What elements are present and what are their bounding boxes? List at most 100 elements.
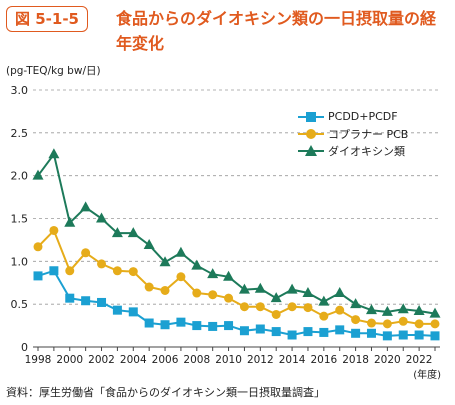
series-pcdd-pcdf (33, 266, 440, 341)
y-tick-label: 1.5 (11, 213, 29, 226)
data-point-triangle (381, 305, 393, 316)
data-point-circle (303, 303, 313, 313)
data-point-square (414, 330, 424, 340)
x-tick-label: 1998 (25, 354, 52, 366)
data-point-square (255, 324, 265, 334)
data-point-triangle (127, 227, 139, 238)
data-point-square (366, 328, 376, 338)
data-point-triangle (207, 268, 219, 279)
data-point-triangle (254, 282, 266, 293)
data-point-circle (319, 311, 329, 321)
data-point-triangle (397, 303, 409, 314)
x-tick-label: 2016 (310, 354, 337, 366)
data-point-square (144, 318, 154, 328)
data-point-circle (351, 315, 361, 325)
x-tick-label: 2022 (406, 354, 433, 366)
data-point-square (224, 321, 234, 331)
data-point-triangle (286, 283, 298, 294)
data-point-circle (224, 293, 234, 303)
data-point-circle (112, 266, 122, 276)
data-point-circle (255, 302, 265, 312)
data-point-circle (81, 248, 91, 258)
data-point-square (303, 327, 313, 337)
data-point-triangle (365, 304, 377, 315)
circle-marker-icon (298, 128, 324, 140)
figure-header: 図 5-1-5 食品からのダイオキシン類の一日摂取量の経年変化 (6, 6, 450, 64)
data-point-square (33, 271, 43, 281)
data-point-triangle (191, 259, 203, 270)
data-point-triangle (96, 212, 108, 223)
legend-label: ダイオキシン類 (328, 144, 405, 158)
data-point-circle (176, 272, 186, 282)
y-tick-label: 2.5 (11, 127, 29, 140)
data-point-circle (65, 266, 75, 276)
data-point-triangle (334, 287, 346, 298)
data-point-square (351, 328, 361, 338)
data-point-circle (192, 288, 202, 298)
data-point-triangle (159, 256, 171, 267)
data-point-square (287, 330, 297, 340)
data-point-circle (97, 259, 107, 269)
x-tick-label: 2008 (183, 354, 210, 366)
data-point-triangle (111, 227, 123, 238)
data-point-square (176, 317, 186, 327)
data-point-triangle (223, 270, 235, 281)
legend-item-dioxins: ダイオキシン類 (298, 142, 408, 159)
series-layer (32, 148, 441, 341)
data-point-circle (144, 282, 154, 292)
x-tick-label: 2020 (374, 354, 401, 366)
data-point-square (192, 321, 202, 331)
x-tick-label: 2006 (152, 354, 179, 366)
data-point-circle (430, 319, 440, 329)
square-marker-icon (298, 111, 324, 123)
data-point-square (97, 297, 107, 307)
y-tick-label: 2.0 (11, 170, 29, 183)
data-point-circle (398, 316, 408, 326)
data-point-square (398, 330, 408, 340)
legend-label: PCDD+PCDF (328, 110, 398, 123)
data-point-triangle (350, 298, 362, 309)
y-tick-label: 0 (21, 341, 28, 354)
x-tick-label: 2010 (215, 354, 242, 366)
data-point-circle (239, 302, 249, 312)
data-point-square (271, 327, 281, 337)
x-axis-unit-label: (年度) (413, 370, 441, 381)
data-point-triangle (143, 239, 155, 250)
data-point-triangle (429, 307, 441, 318)
data-point-circle (287, 302, 297, 312)
data-point-triangle (270, 292, 282, 303)
x-tick-label: 2000 (56, 354, 83, 366)
series-dioxins (32, 148, 441, 318)
data-point-triangle (238, 283, 250, 294)
legend-item-pcdd-pcdf: PCDD+PCDF (298, 108, 408, 125)
axes: 0 0.5 1.0 1.5 2.0 2.5 3.0 1998 2000 2002 2004 2006 2… (11, 84, 440, 366)
data-point-square (65, 293, 75, 303)
data-point-square (49, 266, 59, 276)
x-tick-label: 2004 (120, 354, 147, 366)
data-point-circle (335, 305, 345, 315)
data-point-circle (208, 290, 218, 300)
legend-item-coplanar-pcb: コプラナー PCB (298, 125, 408, 142)
data-point-square (239, 326, 249, 336)
data-point-square (160, 320, 170, 330)
triangle-marker-icon (298, 144, 324, 157)
figure-title: 食品からのダイオキシン類の一日摂取量の経年変化 (116, 9, 437, 53)
data-point-triangle (175, 246, 187, 257)
x-tick-label: 2014 (279, 354, 306, 366)
data-point-circle (382, 319, 392, 329)
series-coplanar-pcb (33, 225, 440, 329)
figure-number-badge: 図 5-1-5 (6, 6, 88, 32)
data-point-square (319, 327, 329, 337)
data-point-circle (160, 285, 170, 295)
data-point-triangle (302, 287, 314, 298)
data-point-triangle (32, 169, 44, 180)
data-point-square (81, 296, 91, 306)
data-point-square (128, 307, 138, 317)
data-point-triangle (48, 148, 60, 159)
data-point-triangle (318, 295, 330, 306)
data-point-square (430, 331, 440, 341)
y-axis-unit-label: (pg-TEQ/kg bw/日) (6, 65, 101, 77)
source-note: 資料：厚生労働省「食品からのダイオキシン類一日摂取量調査」 (6, 386, 325, 399)
data-point-triangle (80, 201, 92, 212)
data-point-square (208, 321, 218, 331)
